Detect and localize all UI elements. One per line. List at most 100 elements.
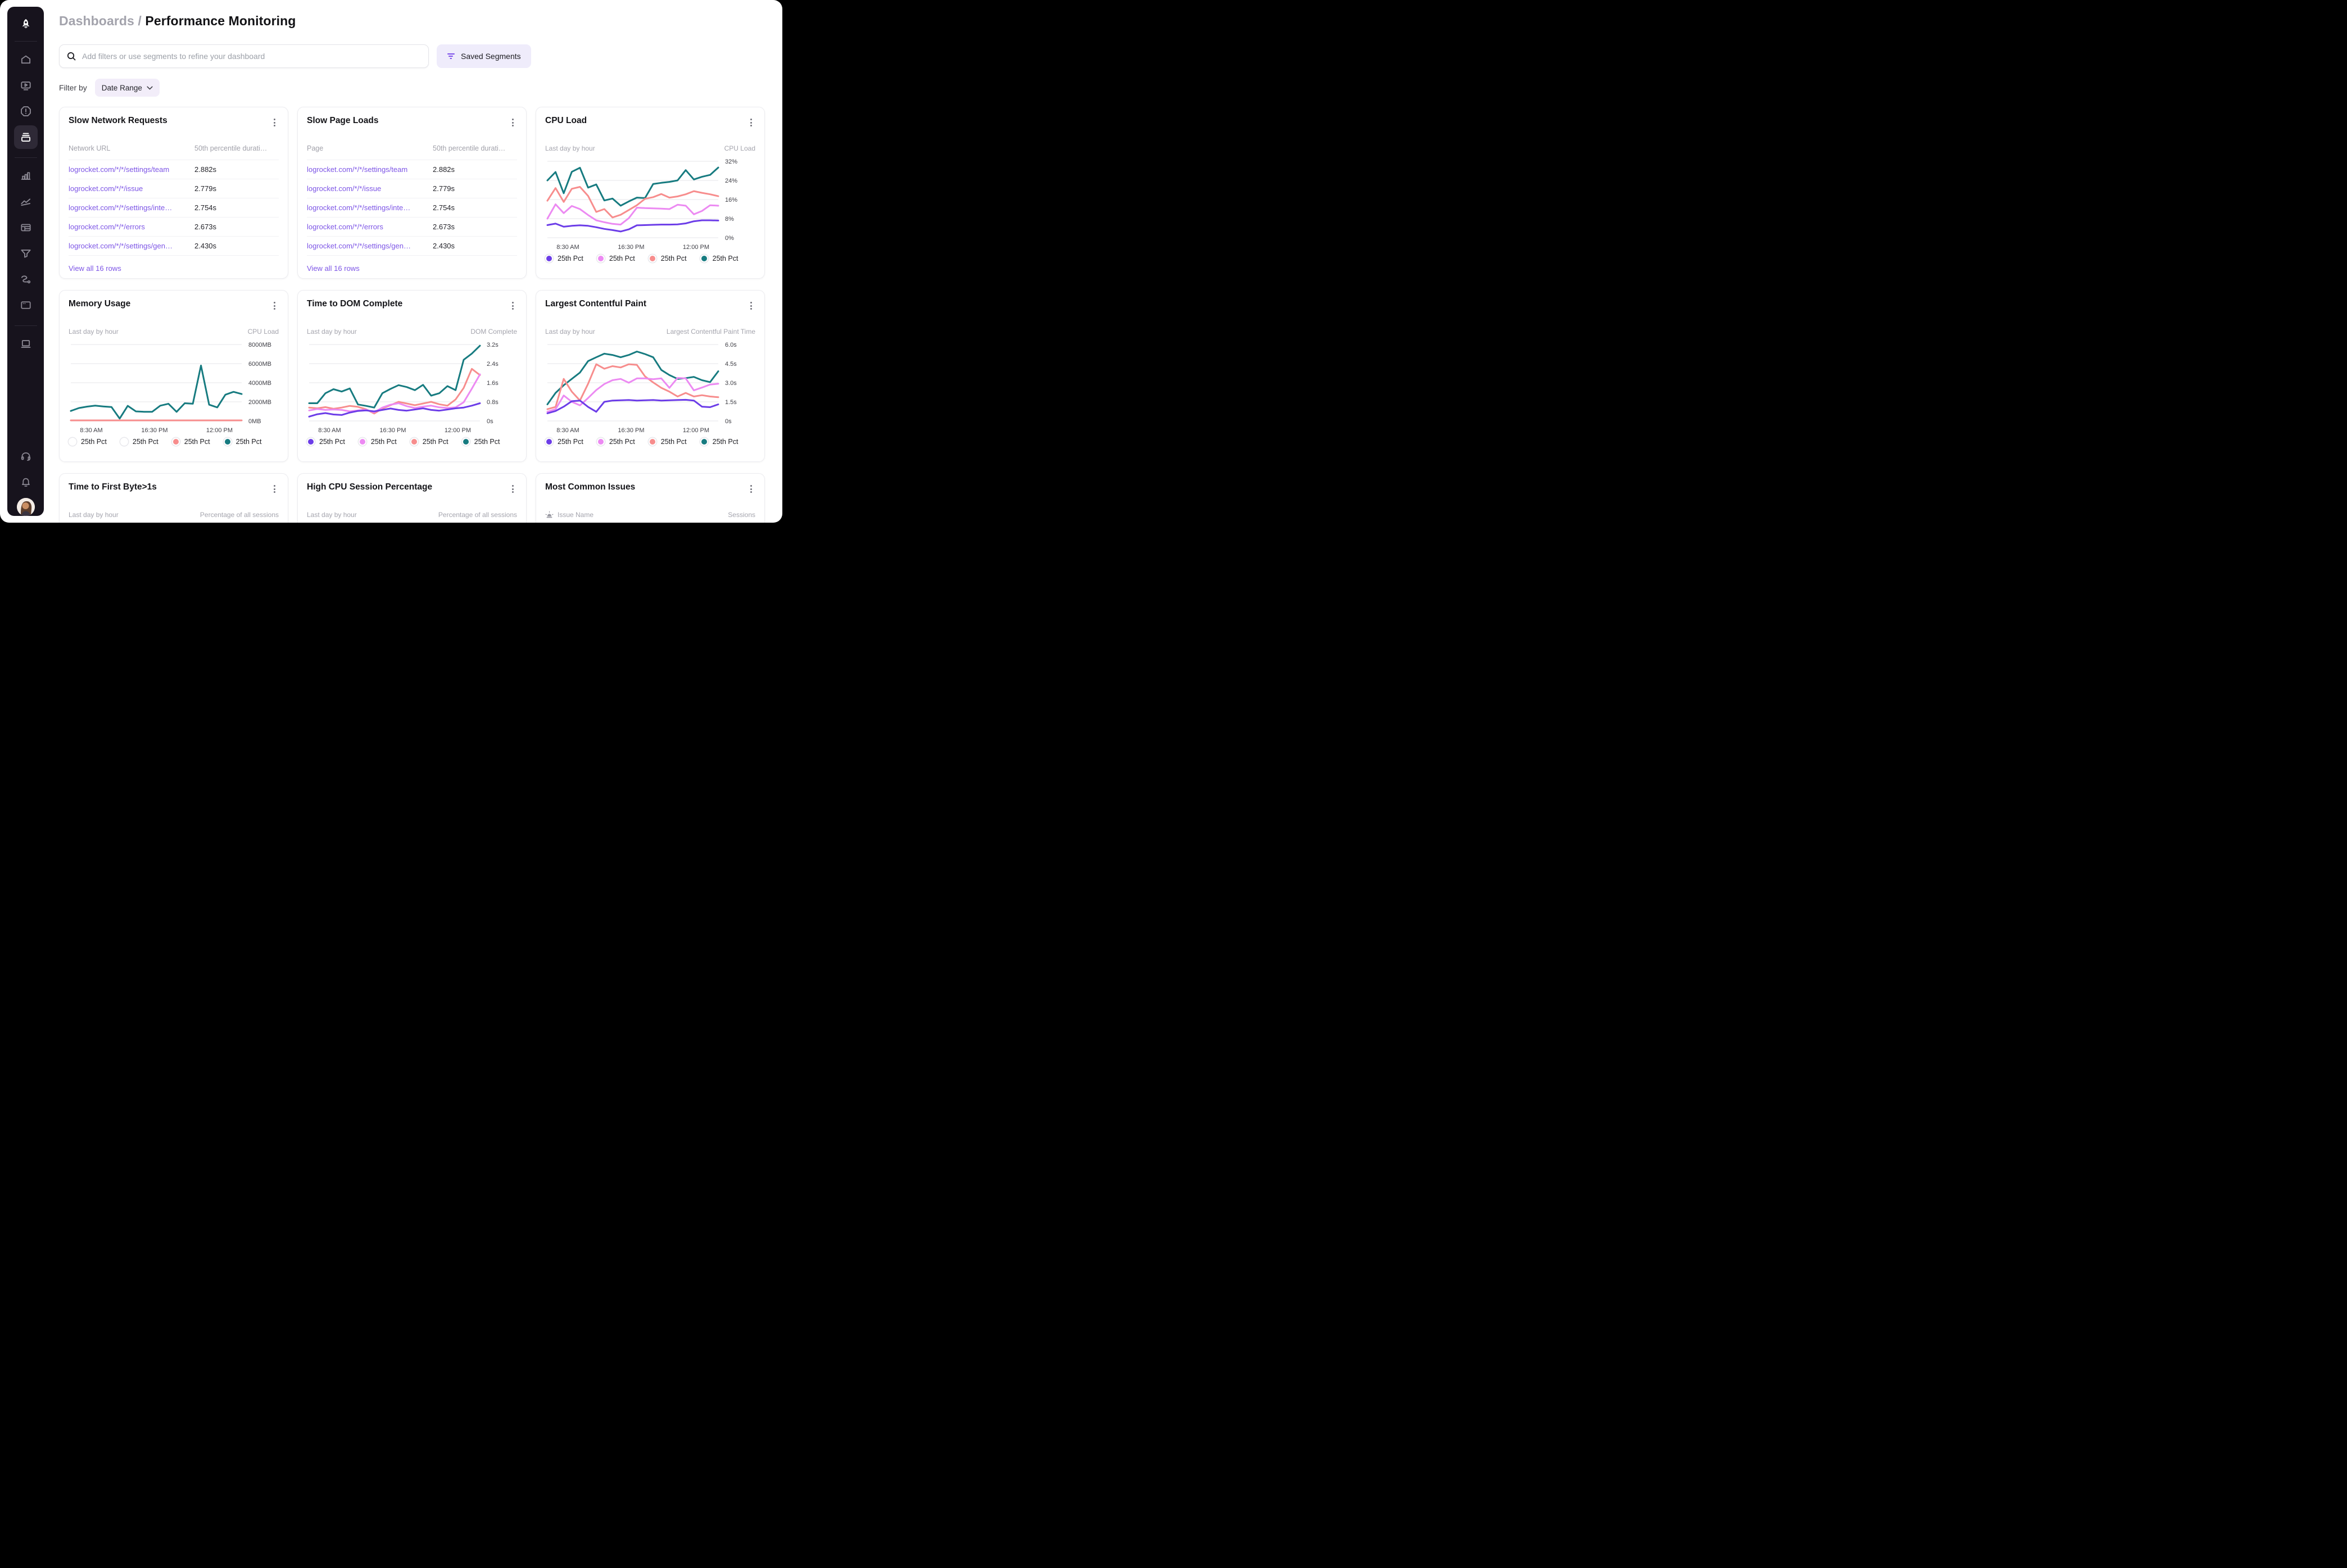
legend-item[interactable]: 25th Pct (546, 255, 583, 262)
legend-label: 25th Pct (712, 255, 738, 262)
chevron-down-icon (147, 86, 153, 89)
kebab-menu-icon[interactable] (747, 116, 755, 129)
svg-text:2000MB: 2000MB (248, 399, 271, 406)
saved-segments-button[interactable]: Saved Segments (437, 44, 531, 68)
row-link[interactable]: logrocket.com/*/*/settings/gen… (307, 242, 411, 250)
row-link[interactable]: logrocket.com/*/*/settings/gen… (69, 242, 173, 250)
kebab-menu-icon[interactable] (270, 116, 279, 129)
user-path-icon (21, 275, 30, 284)
row-link[interactable]: logrocket.com/*/*/settings/inte… (69, 203, 173, 212)
row-link[interactable]: logrocket.com/*/*/errors (69, 223, 145, 231)
svg-text:16:30 PM: 16:30 PM (618, 427, 644, 434)
chart-legend: 25th Pct 25th Pct 25th Pct 25th Pct (545, 438, 755, 446)
sidebar-item-docs[interactable] (14, 332, 38, 356)
session-replay-icon (20, 81, 31, 90)
legend-item[interactable]: 25th Pct (121, 438, 158, 446)
legend-dot (70, 439, 75, 445)
card-most-common-issues: Most Common Issues Issue Name Sessions (536, 473, 765, 523)
alert-octagon-icon (20, 106, 31, 116)
table-row: logrocket.com/*/*/settings/inte… 2.754s (69, 198, 279, 217)
breadcrumb[interactable]: Dashboards / (59, 13, 142, 28)
kebab-menu-icon[interactable] (270, 482, 279, 496)
table-row: logrocket.com/*/*/issue 2.779s (307, 179, 517, 198)
svg-text:6.0s: 6.0s (725, 342, 737, 348)
legend-dot (411, 439, 417, 445)
filter-search-bar[interactable] (59, 44, 429, 68)
svg-text:0%: 0% (725, 235, 734, 242)
row-link[interactable]: logrocket.com/*/*/issue (307, 184, 382, 193)
legend-item[interactable]: 25th Pct (173, 438, 210, 446)
chart-subtitle: Last day by hour (69, 328, 119, 336)
chart-legend: 25th Pct 25th Pct 25th Pct 25th Pct (545, 255, 755, 262)
table-row: logrocket.com/*/*/settings/gen… 2.430s (307, 237, 517, 256)
sidebar-item-dashboards[interactable] (13, 125, 38, 149)
sidebar-item-home[interactable] (14, 48, 38, 71)
kebab-menu-icon[interactable] (509, 299, 517, 312)
view-all-link[interactable]: View all 16 rows (69, 264, 121, 273)
legend-item[interactable]: 25th Pct (546, 438, 583, 446)
legend-item[interactable]: 25th Pct (649, 255, 687, 262)
legend-item[interactable]: 25th Pct (224, 438, 262, 446)
filter-lines-icon (447, 53, 455, 59)
rocket-logo-icon[interactable] (17, 17, 34, 34)
legend-dot (649, 256, 655, 261)
column-header-sessions: Sessions (728, 511, 755, 519)
table-body: logrocket.com/*/*/settings/team 2.882s log… (69, 160, 279, 256)
legend-item[interactable]: 25th Pct (649, 438, 687, 446)
row-link[interactable]: logrocket.com/*/*/settings/inte… (307, 203, 411, 212)
legend-item[interactable]: 25th Pct (70, 438, 107, 446)
svg-text:16:30 PM: 16:30 PM (141, 427, 167, 434)
row-value: 2.779s (194, 184, 217, 193)
user-avatar[interactable] (16, 498, 35, 516)
card-title: Memory Usage (69, 299, 131, 309)
sidebar-item-user-paths[interactable] (14, 268, 38, 291)
kebab-menu-icon[interactable] (509, 482, 517, 496)
sidebar-item-alerts[interactable] (14, 99, 38, 123)
row-link[interactable]: logrocket.com/*/*/errors (307, 223, 383, 231)
row-value: 2.754s (433, 203, 455, 212)
view-all-link[interactable]: View all 16 rows (307, 264, 360, 273)
row-value: 2.882s (194, 165, 217, 174)
sidebar-item-support[interactable] (14, 445, 38, 468)
legend-item[interactable]: 25th Pct (701, 438, 738, 446)
row-link[interactable]: logrocket.com/*/*/settings/team (307, 165, 408, 174)
row-value: 2.882s (433, 165, 455, 174)
legend-label: 25th Pct (660, 255, 687, 262)
row-link[interactable]: logrocket.com/*/*/settings/team (69, 165, 170, 174)
legend-item[interactable]: 25th Pct (308, 438, 345, 446)
kebab-menu-icon[interactable] (270, 299, 279, 312)
legend-label: 25th Pct (319, 438, 345, 446)
sidebar-item-notifications[interactable] (14, 470, 38, 494)
legend-item[interactable]: 25th Pct (359, 438, 397, 446)
row-value: 2.430s (194, 242, 217, 250)
date-range-dropdown[interactable]: Date Range (94, 79, 160, 97)
search-input[interactable] (82, 52, 422, 61)
row-link[interactable]: logrocket.com/*/*/issue (69, 184, 143, 193)
card-time-to-first-byte: Time to First Byte>1s Last day by hour P… (59, 473, 288, 523)
kebab-menu-icon[interactable] (509, 116, 517, 129)
sidebar-item-funnels[interactable] (14, 242, 38, 265)
legend-dot (463, 439, 469, 445)
legend-item[interactable]: 25th Pct (701, 255, 738, 262)
table-header: Network URL 50th percentile durati… (69, 144, 279, 160)
sidebar-item-browser[interactable] (14, 293, 38, 317)
legend-dot (649, 439, 655, 445)
sidebar-item-trends[interactable] (14, 190, 38, 214)
kebab-menu-icon[interactable] (747, 299, 755, 312)
legend-item[interactable]: 25th Pct (597, 438, 635, 446)
svg-text:0.8s: 0.8s (487, 399, 499, 406)
sidebar-item-tables[interactable] (14, 216, 38, 239)
sidebar-item-metrics[interactable] (14, 164, 38, 188)
svg-text:8:30 AM: 8:30 AM (556, 427, 579, 434)
legend-item[interactable]: 25th Pct (597, 255, 635, 262)
sidebar-item-session-replay[interactable] (14, 74, 38, 97)
legend-item[interactable]: 25th Pct (463, 438, 500, 446)
memory-usage-chart: 8000MB 6000MB 4000MB 2000MB 0MB 8:30 AM 16:30 … (69, 338, 279, 434)
svg-text:0MB: 0MB (248, 418, 261, 425)
card-title: High CPU Session Percentage (307, 482, 433, 492)
row-value: 2.673s (194, 223, 217, 231)
kebab-menu-icon[interactable] (747, 482, 755, 496)
row-value: 2.754s (194, 203, 217, 212)
legend-item[interactable]: 25th Pct (411, 438, 448, 446)
chart-axis-label: Largest Contentful Paint Time (666, 328, 755, 336)
